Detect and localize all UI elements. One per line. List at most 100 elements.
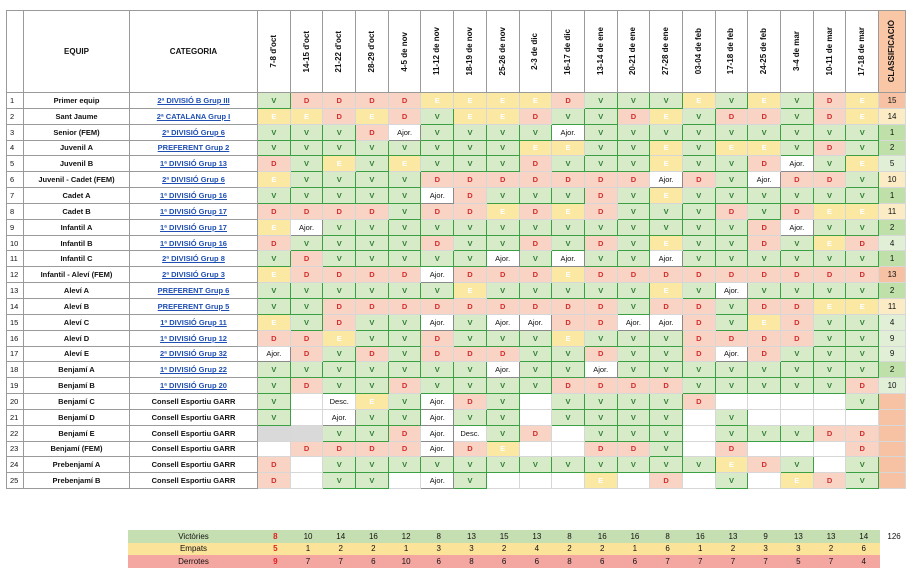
result-cell: D — [616, 377, 651, 395]
table-row: 10 Infantil B 1ª DIVISIÓ Grup 16 D V V V V D V V D V… — [6, 234, 907, 252]
team-name: Aleví B — [23, 297, 130, 315]
result-cell: V — [714, 361, 749, 379]
result-cell: Ajor. — [485, 361, 520, 379]
result-cell: E — [649, 234, 683, 252]
classification-cell: 2 — [878, 282, 907, 299]
category-link[interactable]: 1ª DIVISIÓ Grup 20 — [129, 377, 258, 395]
result-cell: V — [616, 361, 651, 379]
result-cell: D — [747, 155, 781, 173]
result-cell: V — [845, 282, 880, 299]
result-cell: D — [289, 329, 324, 347]
result-cell: V — [322, 187, 357, 204]
category-link[interactable]: 1ª DIVISIÓ Grup 11 — [129, 313, 258, 331]
totals-value: 16 — [695, 531, 705, 541]
week-label: 11-12 de nov — [432, 27, 442, 76]
result-cell: D — [845, 234, 880, 252]
category-link[interactable]: PREFERENT Grup 2 — [129, 139, 258, 157]
totals-value: 2 — [371, 544, 376, 554]
result-cell — [387, 472, 422, 490]
result-cell: D — [420, 202, 455, 220]
category-link[interactable]: 1ª DIVISIÓ Grup 17 — [129, 218, 258, 236]
week-label: 25-26 de nov — [497, 27, 507, 76]
category-text: Consell Esportiu GARR — [129, 456, 258, 474]
category-link[interactable]: PREFERENT Grup 6 — [129, 282, 258, 299]
category-link[interactable]: PREFERENT Grup 5 — [129, 297, 258, 315]
category-link[interactable]: 1ª DIVISIÓ Grup 12 — [129, 329, 258, 347]
result-cell: D — [681, 313, 716, 331]
result-cell: D — [747, 297, 781, 315]
result-cell: V — [649, 92, 683, 109]
table-row: 15 Aleví C 1ª DIVISIÓ Grup 11 E V D V V Ajor. V Aj… — [6, 313, 907, 331]
result-cell: V — [681, 202, 716, 220]
result-cell: E — [551, 266, 585, 284]
result-cell: V — [387, 250, 422, 268]
result-cell: D — [355, 202, 389, 220]
result-cell: V — [780, 187, 814, 204]
result-cell: Ajor. — [420, 472, 455, 490]
classification-cell: 4 — [878, 234, 907, 252]
result-cell: V — [355, 424, 389, 442]
category-link[interactable]: 2ª DIVISIÓ Grup 8 — [129, 250, 258, 268]
row-number: 18 — [6, 361, 24, 379]
result-cell: V — [649, 424, 683, 442]
totals-value: 3 — [469, 544, 474, 554]
category-link[interactable]: 2ª CATALANA Grup I — [129, 107, 258, 125]
result-cell: Ajor. — [257, 345, 291, 363]
category-link[interactable]: 2ª DIVISIÓ Grup 6 — [129, 171, 258, 189]
category-link[interactable]: 1ª DIVISIÓ Grup 16 — [129, 187, 258, 204]
result-cell — [289, 408, 324, 426]
result-cell: Ajor. — [649, 250, 683, 268]
week-header: 03-04 de feb — [681, 10, 716, 93]
category-link[interactable]: 2ª DIVISIÓ Grup 6 — [129, 123, 258, 141]
result-cell: Ajor. — [420, 187, 455, 204]
classification-cell: 9 — [878, 329, 907, 347]
category-link[interactable]: 2ª DIVISIÓ B Grup III — [129, 92, 258, 109]
result-cell: V — [387, 393, 422, 410]
result-cell: D — [747, 107, 781, 125]
header-row: EQUIP CATEGORIA 7-8 d'oct 14-15 d'oct 21-2… — [6, 10, 907, 93]
result-cell: Ajor. — [289, 218, 324, 236]
category-link[interactable]: 2ª DIVISIÓ Grup 32 — [129, 345, 258, 363]
result-cell — [747, 408, 781, 426]
category-link[interactable]: 1ª DIVISIÓ Grup 17 — [129, 202, 258, 220]
totals-value: 16 — [630, 531, 640, 541]
result-cell: D — [583, 266, 618, 284]
result-cell: V — [551, 187, 585, 204]
result-cell: V — [714, 377, 749, 395]
result-cell: V — [453, 218, 487, 236]
result-cell: D — [518, 202, 553, 220]
week-label: 7-8 d'oct — [268, 35, 278, 68]
category-link[interactable]: 1ª DIVISIÓ Grup 22 — [129, 361, 258, 379]
totals-value: 13 — [467, 531, 476, 541]
result-cell — [780, 393, 814, 410]
row-number: 20 — [6, 393, 24, 410]
result-cell: V — [616, 345, 651, 363]
result-cell: E — [812, 202, 847, 220]
classification-cell: 15 — [878, 92, 907, 109]
row-number: 15 — [6, 313, 24, 331]
classification-cell — [878, 393, 907, 410]
result-cell — [747, 393, 781, 410]
result-cell: E — [257, 218, 291, 236]
result-cell: V — [485, 377, 520, 395]
week-header: 17-18 de mar — [845, 10, 880, 93]
result-cell — [257, 424, 291, 442]
team-name: Aleví E — [23, 345, 130, 363]
result-cell: V — [289, 297, 324, 315]
category-link[interactable]: 1ª DIVISIÓ Grup 13 — [129, 155, 258, 173]
result-cell — [518, 472, 553, 490]
result-cell: V — [714, 250, 749, 268]
result-cell: D — [453, 440, 487, 458]
category-link[interactable]: 1ª DIVISIÓ Grup 16 — [129, 234, 258, 252]
totals-value: 6 — [599, 556, 605, 566]
result-cell — [289, 424, 324, 442]
result-cell: D — [518, 171, 553, 189]
row-number: 5 — [6, 155, 24, 173]
team-name: Prebenjamí A — [23, 456, 130, 474]
table-row: 8 Cadet B 1ª DIVISIÓ Grup 17 D D D D V D D E D E D V V V… — [6, 202, 907, 220]
result-cell: E — [551, 202, 585, 220]
result-cell: V — [780, 107, 814, 125]
result-cell: V — [387, 282, 422, 299]
category-link[interactable]: 2ª DIVISIÓ Grup 3 — [129, 266, 258, 284]
totals-value: 12 — [401, 531, 411, 541]
